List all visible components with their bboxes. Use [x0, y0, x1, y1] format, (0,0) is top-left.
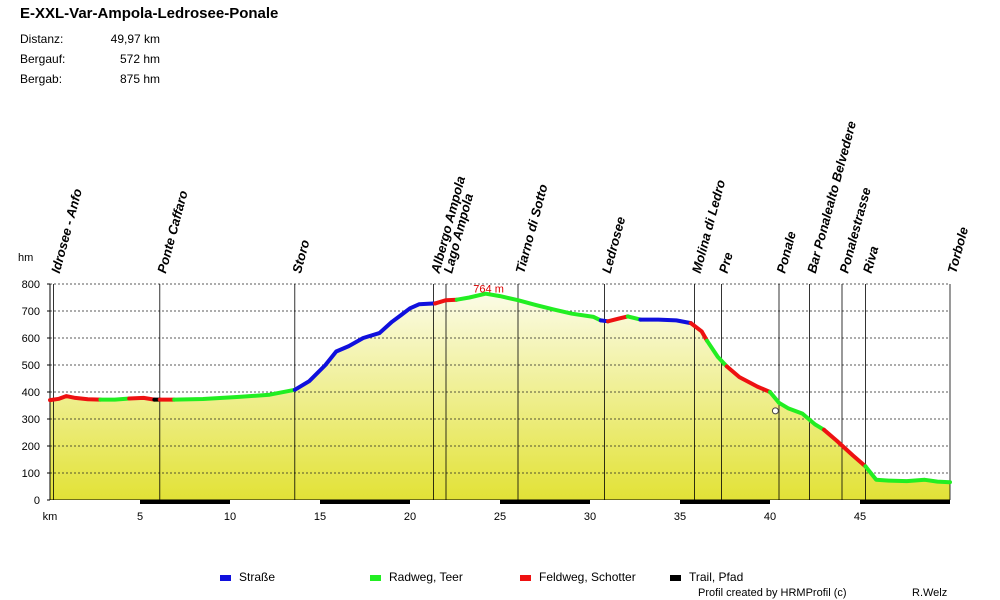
legend-swatch	[370, 574, 381, 581]
x-tick-label: 40	[764, 511, 776, 523]
profile-segment-strasse	[292, 301, 438, 392]
legend-swatch	[220, 574, 231, 581]
profile-segment-radweg	[98, 396, 132, 402]
x-tick-label: 10	[224, 511, 236, 523]
peak-label: 764 m	[473, 284, 504, 296]
legend-label: Feldweg, Schotter	[539, 570, 636, 584]
profile-segment-radweg	[705, 338, 729, 369]
y-tick-label: 400	[22, 387, 40, 399]
waypoint-label: Ledrosee	[599, 215, 628, 275]
profile-title: E-XXL-Var-Ampola-Ledrosee-Ponale	[20, 5, 279, 22]
stat-label: Bergab:	[20, 72, 63, 86]
profile-segment-feldweg	[724, 364, 772, 394]
x-tick-label: 30	[584, 511, 596, 523]
stat-ascent: Bergauf: 572 hm	[20, 52, 160, 66]
scale-band	[500, 500, 590, 504]
y-tick-label: 0	[34, 495, 40, 507]
stat-descent: Bergab: 875 hm	[20, 72, 160, 86]
legend-item-strasse: Straße	[220, 570, 275, 584]
scale-band	[860, 500, 950, 504]
legend-item-trail: Trail, Pfad	[670, 570, 743, 584]
waypoint-label: Pre	[716, 251, 736, 275]
elevation-area	[50, 293, 950, 500]
waypoint-label: Torbole	[944, 225, 971, 274]
legend-item-radweg: Radweg, Teer	[370, 570, 463, 584]
x-tick-label: 20	[404, 511, 416, 523]
x-tick-label: 5	[137, 511, 143, 523]
scale-band	[230, 500, 320, 504]
y-tick-label: 600	[22, 333, 40, 345]
waypoint-label: Tiarno di Sotto	[512, 182, 550, 274]
y-axis-label: hm	[18, 252, 33, 264]
profile-segment-feldweg	[606, 314, 630, 324]
waypoint-label: Idrosee - Anfo	[48, 187, 85, 275]
scale-band	[50, 500, 140, 504]
x-tick-label: 25	[494, 511, 506, 523]
scale-band	[140, 500, 230, 504]
legend-swatch	[520, 574, 531, 581]
waypoint-label: Ponale	[773, 230, 799, 275]
legend-label: Straße	[239, 570, 276, 584]
profile-segment-strasse	[638, 317, 693, 326]
y-tick-label: 700	[22, 306, 40, 318]
legend-label: Radweg, Teer	[389, 570, 463, 584]
stat-value: 875 hm	[119, 72, 160, 86]
y-tick-label: 300	[22, 414, 40, 426]
stat-distance: Distanz: 49,97 km	[20, 32, 160, 46]
profile-segment-radweg	[863, 464, 952, 485]
profile-segment-feldweg	[822, 427, 868, 469]
profile-segment-feldweg	[688, 321, 709, 343]
waypoint-label: Ponte Caffaro	[154, 189, 191, 275]
profile-segment-radweg	[454, 291, 603, 323]
profile-segment-feldweg	[127, 395, 157, 402]
stat-value: 572 hm	[119, 52, 160, 66]
x-tick-label: 35	[674, 511, 686, 523]
author-text: R.Welz	[912, 587, 948, 599]
profile-segment-radweg	[625, 314, 643, 322]
profile-segment-radweg	[172, 387, 297, 402]
profile-segment-radweg	[768, 390, 826, 432]
x-tick-label: 45	[854, 511, 866, 523]
x-tick-label: 15	[314, 511, 326, 523]
y-tick-label: 100	[22, 468, 40, 480]
waypoint-label: Storo	[289, 238, 312, 275]
stat-label: Distanz:	[20, 32, 64, 46]
legend-item-feldweg: Feldweg, Schotter	[520, 570, 636, 584]
stat-value: 49,97 km	[110, 32, 160, 46]
legend-swatch	[670, 574, 681, 581]
stat-label: Bergauf:	[20, 52, 66, 66]
scale-band	[410, 500, 500, 504]
scale-band	[320, 500, 410, 504]
credit-text: Profil created by HRMProfil (c)	[698, 587, 847, 599]
scale-band	[770, 500, 860, 504]
scale-band	[680, 500, 770, 504]
legend-label: Trail, Pfad	[689, 570, 744, 584]
profile-segment-feldweg	[48, 394, 103, 403]
y-tick-label: 500	[22, 360, 40, 372]
profile-segment-feldweg	[433, 297, 459, 306]
scale-band	[590, 500, 680, 504]
y-tick-label: 800	[22, 279, 40, 291]
profile-marker	[771, 407, 779, 415]
x-axis-label: km	[43, 511, 58, 523]
waypoint-label: Riva	[860, 244, 882, 274]
y-tick-label: 200	[22, 441, 40, 453]
